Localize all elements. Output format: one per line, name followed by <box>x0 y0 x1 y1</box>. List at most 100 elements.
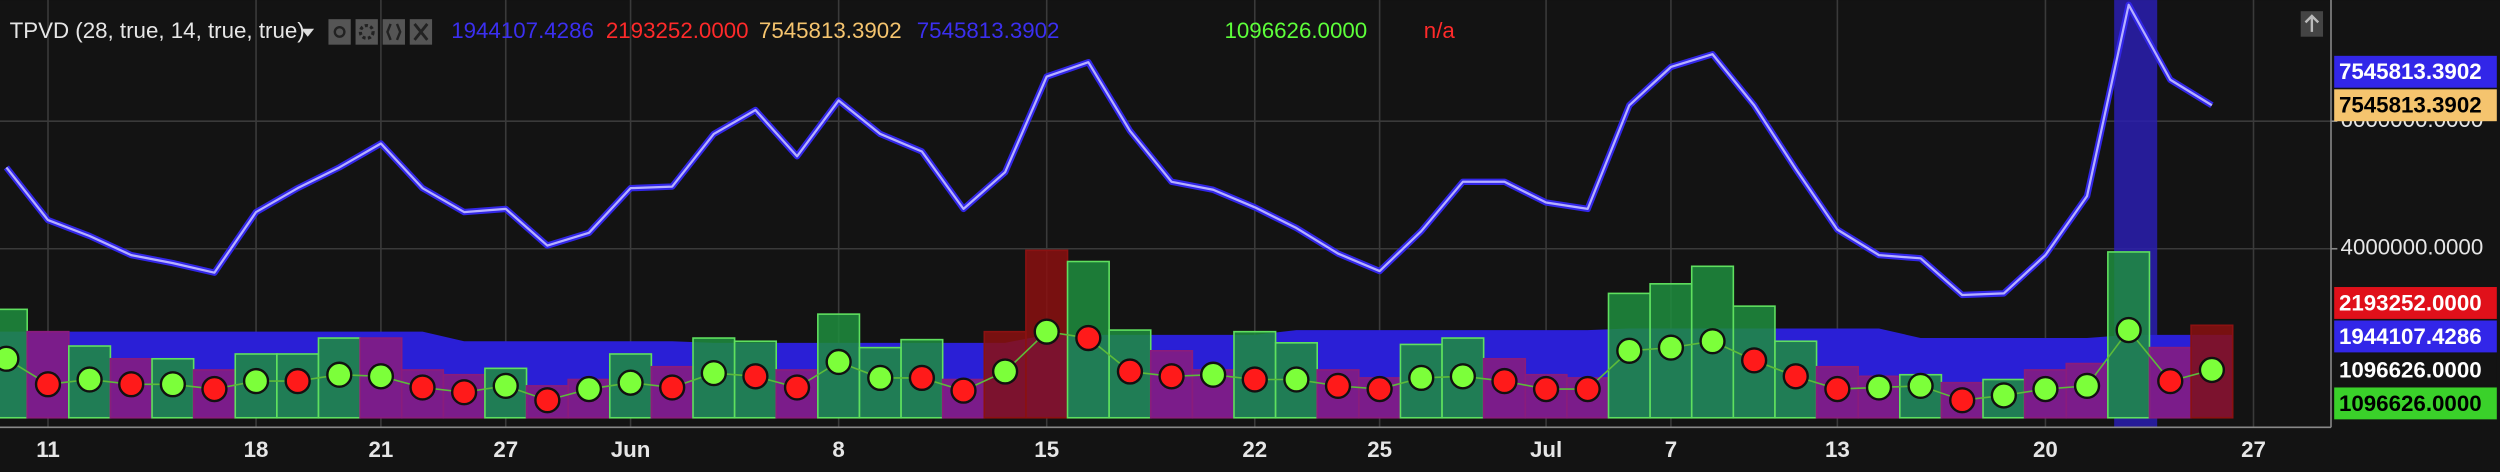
dot <box>534 387 561 414</box>
x-tick-label: Jun <box>611 437 651 462</box>
dropdown-arrow[interactable] <box>301 28 315 37</box>
dot <box>950 377 977 404</box>
dot <box>2073 372 2101 400</box>
price-label-box <box>2334 353 2497 386</box>
toolbar-button[interactable] <box>328 19 351 45</box>
price-label-box <box>2334 320 2497 353</box>
x-tick-label: 27 <box>2241 437 2266 462</box>
dot <box>908 364 936 392</box>
volume-bar <box>983 330 1027 419</box>
dot <box>284 367 311 395</box>
price-label: 1096626.0000 <box>2339 391 2482 416</box>
dot <box>575 375 603 403</box>
dot <box>1324 372 1352 400</box>
dot <box>742 363 769 390</box>
dot <box>1949 387 1976 414</box>
dot <box>1699 328 1726 355</box>
dot <box>783 374 811 401</box>
legend-value: 7545813.3902 <box>759 18 902 43</box>
axes: 4000000.00006000000.000011182127Jun81522… <box>36 55 2497 462</box>
dot <box>326 361 353 388</box>
dot <box>1075 324 1102 352</box>
dot <box>1907 372 1934 400</box>
dot <box>118 371 145 398</box>
dot <box>367 363 395 390</box>
legend-value: 7545813.3902 <box>917 18 1060 43</box>
x-tick-label: 8 <box>832 437 844 462</box>
x-tick-label: 13 <box>1825 437 1850 462</box>
dot <box>1408 364 1435 392</box>
legend-value: 1096626.0000 <box>1224 18 1367 43</box>
dot <box>825 348 852 376</box>
price-label-box <box>2334 89 2497 122</box>
price-label: 1944107.4286 <box>2339 324 2482 349</box>
dot <box>1491 367 1518 395</box>
icon <box>386 23 402 41</box>
dot <box>1657 334 1685 361</box>
price-label: 2193252.0000 <box>2339 290 2482 315</box>
dot <box>867 364 894 392</box>
price-label: 7545813.3902 <box>2339 59 2482 84</box>
price-label: 7545813.3902 <box>2339 93 2482 118</box>
legend-value: 2193252.0000 <box>606 18 749 43</box>
dot <box>1449 363 1477 390</box>
toolbar <box>328 19 433 45</box>
dot <box>991 358 1019 385</box>
plot <box>0 1 2234 419</box>
dot <box>1740 347 1768 374</box>
dot <box>76 366 103 393</box>
toolbar-button[interactable] <box>382 19 405 45</box>
dot <box>1990 382 2017 409</box>
dot <box>617 369 644 396</box>
volume-bar <box>276 353 320 419</box>
x-tick-label: 7 <box>1665 437 1677 462</box>
icon <box>358 23 375 40</box>
dot <box>700 359 727 387</box>
dot <box>1616 337 1643 364</box>
icon <box>413 23 429 41</box>
dot <box>2198 356 2226 384</box>
line <box>5 3 2213 297</box>
dot <box>1241 366 1268 393</box>
dot <box>1532 375 1560 403</box>
dot <box>409 374 436 401</box>
dot <box>1283 366 1310 393</box>
x-tick-label: Jul <box>1530 437 1562 462</box>
y-tick-label: 4000000.0000 <box>2341 235 2484 260</box>
volume-bar <box>1233 330 1277 419</box>
x-tick-label: 25 <box>1367 437 1392 462</box>
dot <box>159 371 186 398</box>
dot <box>34 371 62 398</box>
dot <box>1033 318 1060 345</box>
x-tick-label: 11 <box>36 437 60 462</box>
x-tick-label: 18 <box>244 437 269 462</box>
dot <box>1865 374 1893 401</box>
legend: 1944107.4286 2193252.0000 7545813.3902 7545… <box>451 18 1455 43</box>
icon <box>2304 14 2320 32</box>
legend-value: 1944107.4286 <box>451 18 594 43</box>
dot <box>1200 361 1227 388</box>
dot <box>2157 367 2184 395</box>
dot <box>201 375 228 403</box>
price-label-box <box>2334 387 2497 420</box>
dot <box>659 374 686 401</box>
dot <box>242 367 270 395</box>
toolbar-button[interactable] <box>355 19 378 45</box>
price-label-box <box>2334 287 2497 319</box>
dot <box>2032 375 2059 403</box>
dot <box>1824 375 1851 403</box>
x-tick-label: 27 <box>493 437 518 462</box>
dot <box>450 379 478 406</box>
x-tick-label: 15 <box>1034 437 1059 462</box>
dot <box>1158 363 1185 390</box>
legend-value: n/a <box>1424 18 1456 43</box>
dot <box>1366 375 1393 403</box>
indicator-title: TPVD (28, true, 14, true, true) <box>10 18 305 43</box>
x-tick-label: 20 <box>2033 437 2058 462</box>
dot <box>1574 375 1601 403</box>
dot <box>0 345 20 372</box>
icon <box>333 25 346 38</box>
dot <box>1116 358 1144 385</box>
